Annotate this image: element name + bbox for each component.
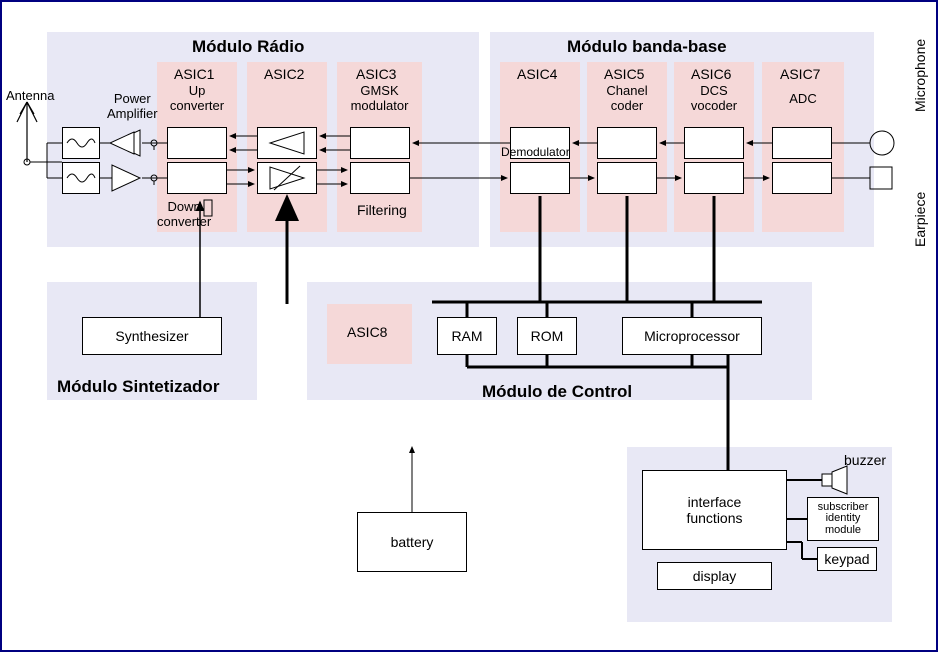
display-box: display [657, 562, 772, 590]
asic7-top-block [772, 127, 832, 159]
ram-box: RAM [437, 317, 497, 355]
title-control: Módulo de Control [482, 382, 632, 402]
asic3-sub: GMSKmodulator [337, 84, 422, 114]
diagram-canvas: Módulo Rádio Módulo banda-base Módulo Si… [0, 0, 938, 652]
asic6-label: ASIC6 [691, 66, 731, 82]
rom-box: ROM [517, 317, 577, 355]
battery-box: battery [357, 512, 467, 572]
asic1-bot-block [167, 162, 227, 194]
asic1-top-block [167, 127, 227, 159]
asic6-top-block [684, 127, 744, 159]
asic7-label: ASIC7 [780, 66, 820, 82]
asic2-label: ASIC2 [264, 66, 304, 82]
interface-box: interface functions [642, 470, 787, 550]
asic5-label: ASIC5 [604, 66, 644, 82]
asic5-sub: Chanelcoder [587, 84, 667, 114]
asic7-bot-block [772, 162, 832, 194]
label-microphone: Microphone [912, 39, 928, 112]
asic2-bot-block [257, 162, 317, 194]
asic5-bot-block [597, 162, 657, 194]
asic3-label: ASIC3 [356, 66, 396, 82]
asic4-bot-block [510, 162, 570, 194]
asic1-sub: Upconverter [157, 84, 237, 114]
title-baseband: Módulo banda-base [567, 37, 727, 57]
label-earpiece: Earpiece [912, 192, 928, 247]
asic6-sub: DCSvocoder [674, 84, 754, 114]
label-pa: PowerAmplifier [107, 92, 158, 122]
label-demod: Demodulator [501, 145, 570, 159]
title-radio: Módulo Rádio [192, 37, 304, 57]
filter-bot-block [62, 162, 100, 194]
sim-box: subscriber identity module [807, 497, 879, 541]
label-antenna: Antenna [6, 88, 54, 103]
asic1-label: ASIC1 [174, 66, 214, 82]
asic2-top-block [257, 127, 317, 159]
asic3-bot-block [350, 162, 410, 194]
title-synth: Módulo Sintetizador [57, 377, 219, 397]
synthesizer-box: Synthesizer [82, 317, 222, 355]
label-downconv: Downconverter [157, 200, 211, 230]
asic5-top-block [597, 127, 657, 159]
asic7-sub: ADC [762, 92, 844, 107]
filter-top-block [62, 127, 100, 159]
asic4-label: ASIC4 [517, 66, 557, 82]
label-filtering: Filtering [357, 202, 407, 218]
asic3-top-block [350, 127, 410, 159]
micro-box: Microprocessor [622, 317, 762, 355]
asic6-bot-block [684, 162, 744, 194]
label-buzzer: buzzer [844, 452, 886, 468]
asic8-label: ASIC8 [347, 324, 387, 340]
keypad-box: keypad [817, 547, 877, 571]
